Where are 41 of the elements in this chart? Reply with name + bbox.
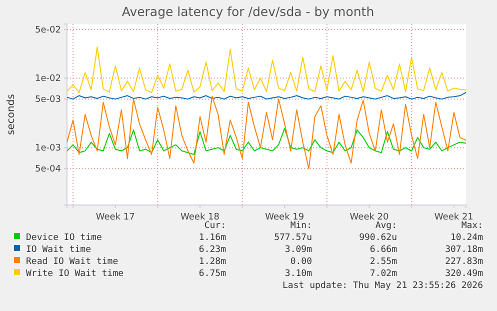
text: Avg: (375, 221, 397, 231)
text: 6.23m (198, 245, 226, 255)
text: Last update: Thu May 21 23:55:26 2026 (282, 281, 483, 291)
text: 3.10m (284, 269, 312, 279)
legend-label: IO Wait time (26, 245, 92, 255)
text: 227.83m (445, 257, 483, 267)
text: 6.75m (198, 269, 226, 279)
text: 320.49m (445, 269, 483, 279)
y-axis-title: seconds (6, 94, 17, 135)
legend-label: Device IO time (26, 233, 102, 243)
text: 1.16m (198, 233, 226, 243)
line-series (66, 92, 466, 100)
line-series (66, 96, 466, 170)
x-tick-label: Week 18 (180, 212, 220, 222)
text: 2.55m (370, 257, 397, 267)
y-tick-label: 5e-03 (35, 94, 61, 105)
y-tick-label: 5e-02 (35, 25, 61, 36)
text: 307.18m (445, 245, 483, 255)
text: Min: (290, 221, 312, 231)
chart-title: Average latency for /dev/sda - by month (122, 4, 374, 19)
legend-label: Write IO Wait time (26, 269, 124, 279)
text: 577.57u (274, 233, 312, 243)
line-series (66, 128, 466, 155)
text: Max: (461, 221, 483, 231)
text: 10.24m (450, 233, 483, 243)
text: 1.28m (198, 257, 226, 267)
x-tick-label: Week 17 (96, 212, 135, 222)
text: 0.00 (290, 257, 312, 267)
text: 6.66m (370, 245, 397, 255)
y-tick-label: 5e-04 (35, 164, 62, 175)
y-tick-label: 1e-02 (35, 74, 61, 84)
text: Cur: (204, 221, 226, 231)
x-tick-label: Week 20 (350, 212, 390, 222)
line-series (66, 46, 466, 94)
legend-label: Read IO Wait time (26, 257, 118, 267)
x-tick-label: Week 21 (434, 212, 474, 222)
text: 990.62u (359, 233, 397, 243)
x-tick-label: Week 19 (265, 212, 304, 222)
text: 3.09m (284, 245, 312, 255)
text: 7.02m (370, 269, 397, 279)
y-tick-label: 1e-03 (35, 144, 61, 154)
